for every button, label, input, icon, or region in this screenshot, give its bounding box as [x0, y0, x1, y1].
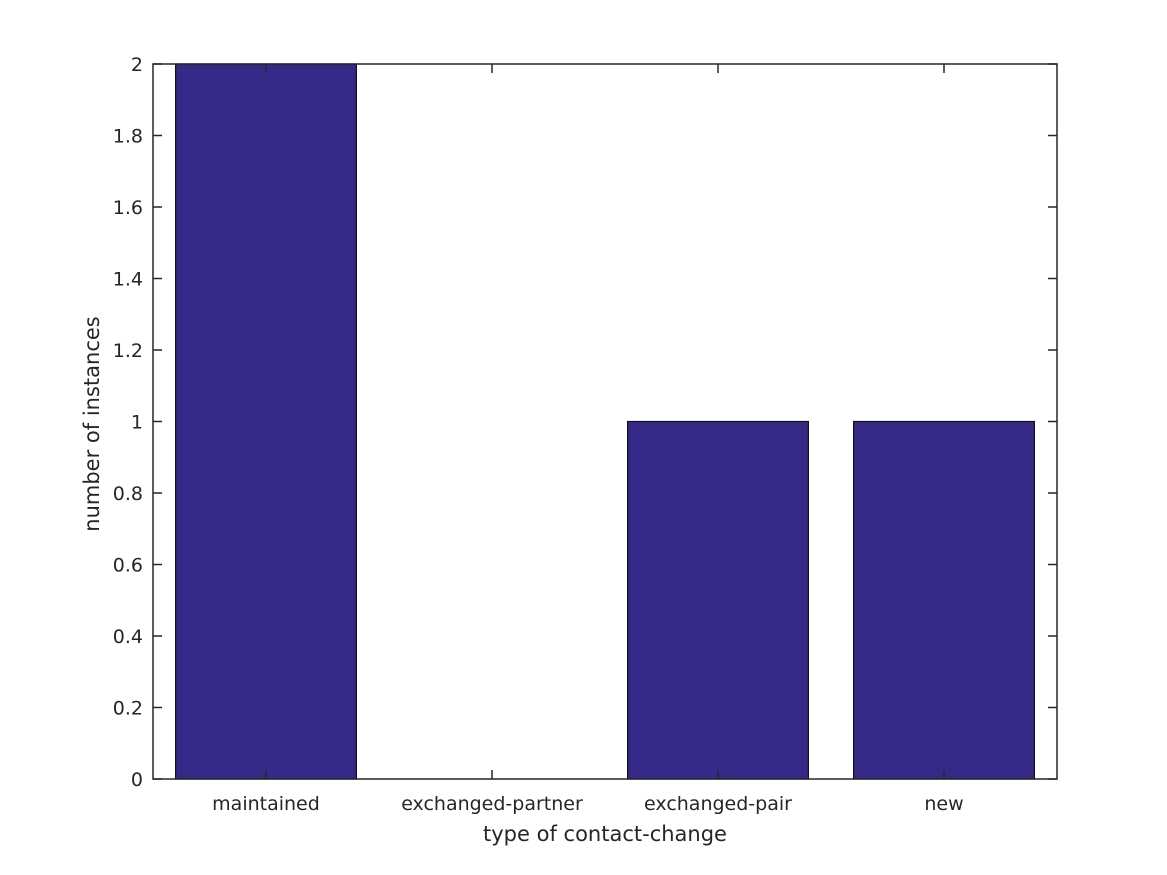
y-tick-label: 2 [131, 54, 143, 76]
y-tick-label: 1.4 [113, 269, 143, 291]
y-tick-label: 0.6 [113, 555, 143, 577]
y-tick-label: 0.4 [113, 626, 143, 648]
y-tick-label: 0.8 [113, 483, 143, 505]
x-tick-label: exchanged-pair [644, 793, 792, 815]
bar-new [852, 420, 1035, 780]
y-tick-label: 0 [131, 769, 143, 791]
y-tick-label: 1.2 [113, 340, 143, 362]
y-tick-label: 1.8 [113, 126, 143, 148]
x-axis-label: type of contact-change [483, 822, 727, 846]
y-axis-label: number of instances [80, 316, 104, 532]
bar-maintained [175, 63, 358, 780]
y-tick-label: 1 [131, 412, 143, 434]
y-tick-label: 0.2 [113, 698, 143, 720]
x-tick-label: exchanged-partner [401, 793, 583, 815]
bar-exchanged-pair [626, 420, 809, 780]
x-tick-label: new [924, 793, 963, 815]
x-tick-label: maintained [212, 793, 320, 815]
y-tick-label: 1.6 [113, 197, 143, 219]
